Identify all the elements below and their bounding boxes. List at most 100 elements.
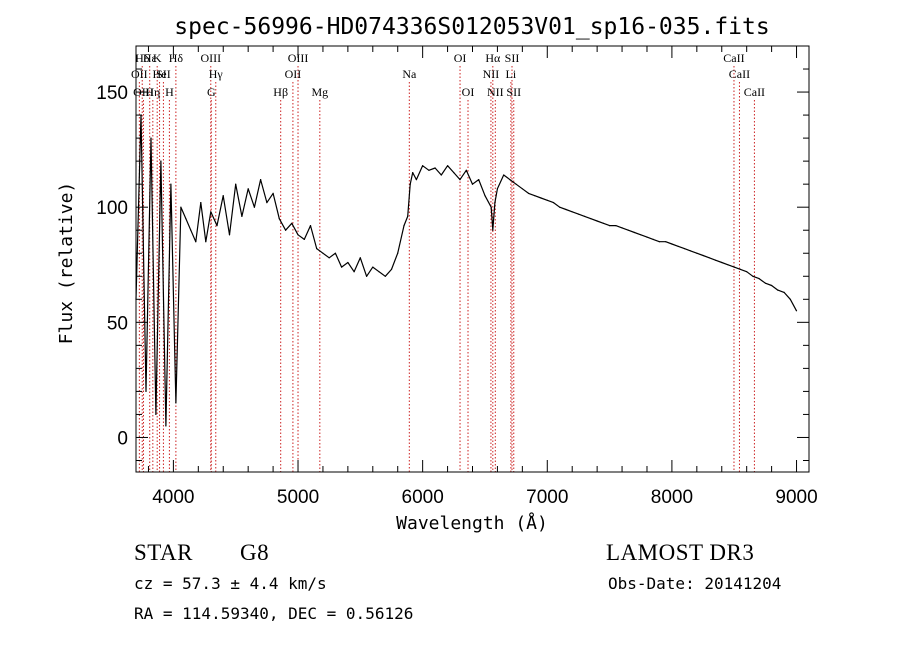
y-axis-label: Flux (relative) (56, 182, 77, 345)
line-marker-label-1: Hε (143, 51, 157, 65)
data-point-50 (415, 179, 417, 181)
data-point-53 (434, 167, 436, 169)
data-point-47 (407, 215, 409, 217)
data-point-37 (347, 261, 349, 264)
data-point-54 (440, 174, 442, 176)
line-marker-label-22: G (207, 85, 216, 99)
data-point-29 (297, 234, 299, 236)
data-point-109 (771, 284, 773, 287)
data-point-55 (447, 165, 449, 167)
data-point-73 (546, 199, 548, 201)
line-marker-label-10: OII (131, 67, 148, 81)
data-point-82 (602, 222, 605, 224)
data-point-17 (222, 195, 224, 197)
line-marker-label-28: CaII (744, 85, 765, 99)
line-marker-label-20: Hη (145, 85, 160, 99)
data-point-34 (328, 257, 330, 259)
data-point-14 (205, 241, 207, 243)
line-marker-label-7: Hα (485, 51, 501, 65)
x-axis-label: Wavelength (Å) (396, 512, 548, 534)
line-marker-label-23: Hβ (273, 85, 288, 99)
data-point-103 (733, 266, 735, 268)
line-marker-label-16: NII (483, 67, 500, 81)
data-point-100 (714, 259, 717, 261)
line-marker-label-24: Mg (311, 85, 328, 99)
line-marker-label-9: CaII (723, 51, 744, 65)
data-point-44 (390, 268, 393, 270)
line-marker-label-27: SII (506, 85, 521, 99)
data-point-104 (739, 268, 742, 270)
x-tick-label-0: 4000 (152, 487, 194, 508)
line-marker-label-18: CaII (729, 67, 750, 81)
line-marker-label-15: Na (402, 67, 417, 81)
data-point-19 (235, 183, 237, 185)
data-point-43 (384, 275, 386, 277)
data-point-63 (492, 229, 494, 231)
data-point-38 (353, 271, 355, 273)
line-marker-label-13: Hγ (209, 67, 224, 81)
data-point-101 (721, 261, 723, 264)
line-marker-label-6: OI (454, 51, 467, 65)
data-point-67 (509, 179, 511, 181)
data-point-81 (596, 220, 598, 222)
line-marker-label-26: NII (487, 85, 504, 99)
data-point-5 (160, 160, 162, 162)
line-marker-label-11: He (153, 67, 167, 81)
data-point-33 (322, 252, 324, 254)
data-point-49 (412, 172, 414, 174)
data-point-51 (422, 165, 424, 167)
data-point-96 (690, 250, 692, 252)
data-point-93 (671, 243, 673, 245)
data-point-112 (789, 298, 791, 300)
line-marker-label-12: SII (156, 67, 171, 81)
y-tick-label-1: 50 (107, 313, 128, 334)
data-point-83 (609, 225, 611, 227)
data-point-39 (359, 257, 361, 259)
object-class: STAR (134, 540, 193, 565)
data-point-74 (552, 202, 555, 204)
y-tick-label-2: 100 (96, 198, 128, 219)
data-point-76 (565, 208, 567, 211)
x-tick-label-1: 5000 (277, 487, 319, 508)
data-point-25 (272, 192, 274, 194)
line-marker-label-14: OII (285, 67, 302, 81)
data-point-97 (696, 252, 698, 254)
data-point-86 (627, 229, 629, 231)
data-point-71 (534, 195, 536, 197)
data-point-36 (341, 266, 343, 268)
data-point-20 (241, 215, 243, 217)
y-tick-label-0: 0 (117, 428, 128, 449)
data-point-110 (777, 289, 779, 291)
data-point-80 (590, 218, 592, 220)
data-point-111 (783, 291, 785, 293)
data-point-59 (471, 183, 474, 185)
x-tick-label-4: 8000 (651, 487, 693, 508)
data-point-56 (453, 172, 455, 174)
data-point-89 (646, 236, 648, 238)
coordinates: RA = 114.59340, DEC = 0.56126 (134, 604, 414, 623)
data-point-58 (465, 169, 467, 171)
data-point-24 (266, 202, 268, 204)
data-point-31 (309, 225, 312, 227)
data-point-98 (702, 254, 704, 257)
plot-frame (135, 45, 810, 473)
line-marker-label-3: Hδ (169, 51, 184, 65)
data-point-26 (278, 218, 280, 220)
redshift-cz: cz = 57.3 ± 4.4 km/s (134, 574, 327, 593)
data-point-6 (165, 425, 167, 427)
data-point-48 (409, 183, 411, 185)
data-point-35 (334, 252, 336, 254)
data-point-105 (746, 271, 748, 273)
y-tick-label-3: 150 (96, 83, 128, 104)
data-point-87 (633, 231, 636, 234)
data-point-12 (195, 241, 197, 243)
data-point-113 (795, 310, 798, 312)
data-point-61 (484, 195, 486, 197)
data-point-106 (752, 275, 754, 277)
line-marker-label-17: Li (506, 67, 517, 81)
chart-title: spec-56996-HD074336S012053V01_sp16-035.f… (174, 14, 769, 40)
x-tick-label-2: 6000 (402, 487, 444, 508)
data-point-42 (378, 271, 380, 273)
